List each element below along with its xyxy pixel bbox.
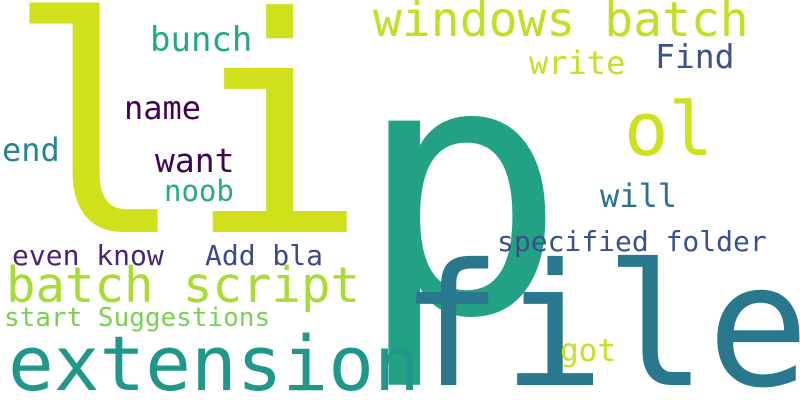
word-start-suggestions: start Suggestions <box>4 303 270 333</box>
word-batch-script: batch script <box>6 257 360 314</box>
word-bunch: bunch <box>150 20 252 60</box>
word-file: file <box>400 228 800 400</box>
word-ol: ol <box>624 87 713 173</box>
word-add-bla: Add bla <box>205 239 323 272</box>
word-windows-batch: windows batch <box>373 0 749 48</box>
word-specified-folder: specified folder <box>497 225 767 258</box>
word-want: want <box>155 141 234 180</box>
word-got: got <box>560 333 616 369</box>
word-p: p <box>356 0 567 395</box>
word-write: write <box>529 44 625 82</box>
word-extension: extension <box>8 319 420 400</box>
word-find: Find <box>655 37 734 76</box>
word-even-know: even know <box>12 239 164 272</box>
word-name: name <box>124 89 201 127</box>
word-noob: noob <box>164 174 234 208</box>
word-will: will <box>600 177 677 215</box>
word-li: li <box>6 0 367 303</box>
word-end: end <box>2 131 60 169</box>
